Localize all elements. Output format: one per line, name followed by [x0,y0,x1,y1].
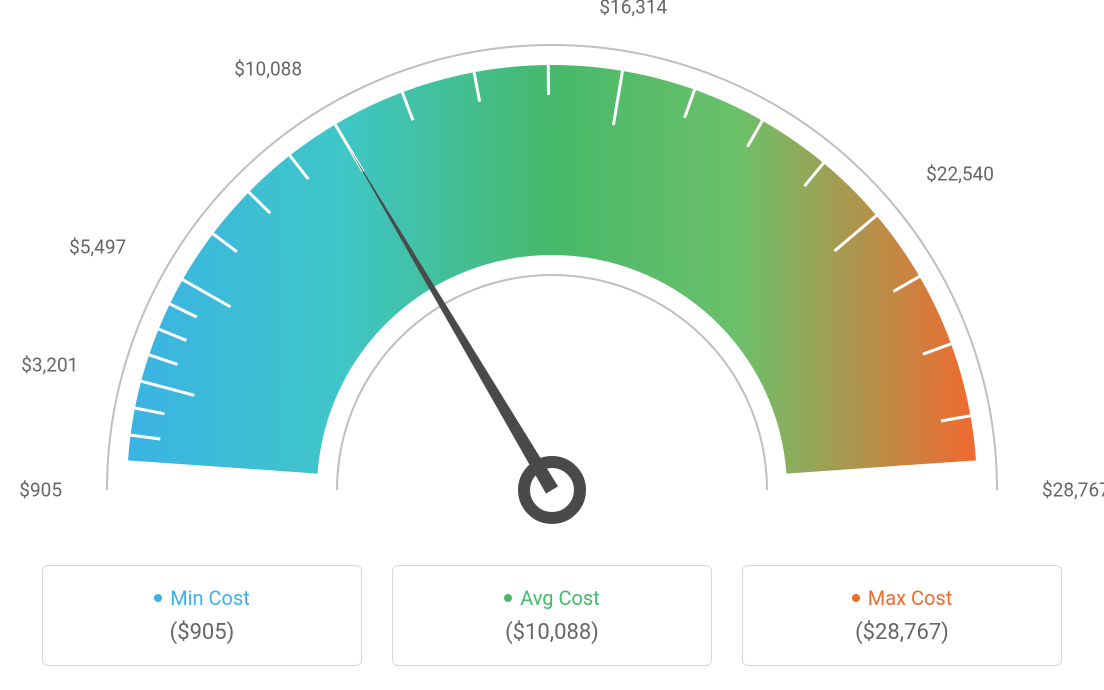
scale-label: $22,540 [926,162,994,185]
gauge-svg [52,20,1052,580]
legend-card-max: Max Cost ($28,767) [742,565,1062,666]
legend-title-avg: Avg Cost [504,586,600,610]
gauge-band [128,65,976,474]
legend-value-min: ($905) [53,620,351,645]
gauge-chart: $905$3,201$5,497$10,088$16,314$22,540$28… [52,20,1052,580]
legend-dot-max [852,594,860,602]
legend-dot-min [154,594,162,602]
minor-tick [128,463,158,465]
legend-title-text-max: Max Cost [868,586,953,610]
scale-label: $16,314 [599,0,667,18]
legend-card-min: Min Cost ($905) [42,565,362,666]
legend-title-text-min: Min Cost [170,586,250,610]
scale-label: $28,767 [1042,479,1104,502]
legend-title-max: Max Cost [852,586,953,610]
legend-card-avg: Avg Cost ($10,088) [392,565,712,666]
scale-label: $905 [19,479,62,502]
legend-title-text-avg: Avg Cost [520,586,600,610]
legend-dot-avg [504,594,512,602]
scale-label: $10,088 [234,57,302,80]
legend-value-avg: ($10,088) [403,620,701,645]
legend-row: Min Cost ($905) Avg Cost ($10,088) Max C… [0,565,1104,666]
legend-title-min: Min Cost [154,586,250,610]
legend-value-max: ($28,767) [753,620,1051,645]
scale-label: $5,497 [69,236,126,259]
scale-label: $3,201 [21,353,78,376]
